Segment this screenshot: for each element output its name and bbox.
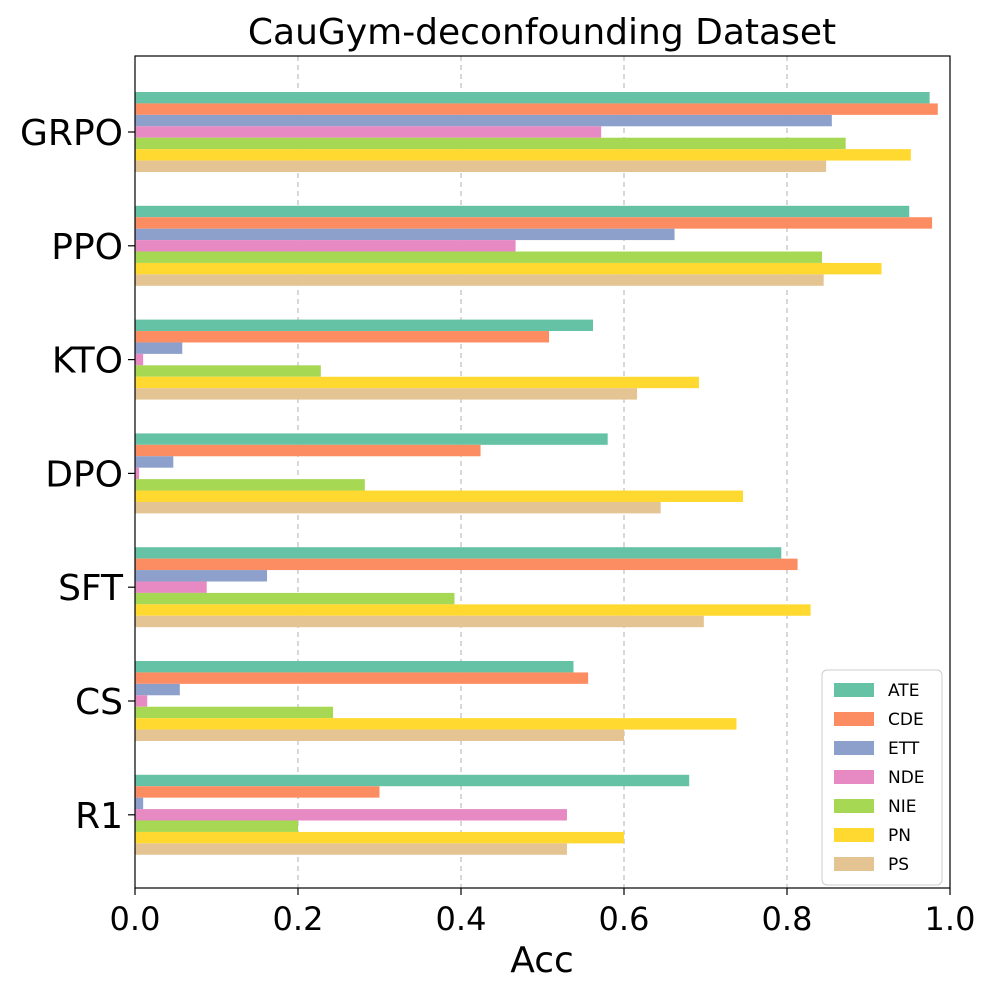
x-axis-label: Acc: [510, 940, 574, 981]
bar-dpo-ett: [135, 456, 174, 468]
bar-dpo-pn: [135, 490, 743, 502]
bar-kto-ate: [135, 319, 594, 332]
legend-swatch-cde: [834, 712, 874, 726]
legend-swatch-ett: [834, 741, 874, 755]
legend-swatch-nie: [834, 799, 874, 813]
legend-label: PS: [888, 855, 909, 875]
bar-kto-ps: [135, 388, 638, 400]
bar-cs-nie: [135, 706, 334, 719]
category-label: KTO: [52, 341, 123, 382]
x-tick-label: 0.0: [110, 900, 161, 938]
gridlines: [297, 56, 788, 888]
bar-r1-pn: [135, 831, 624, 844]
bar-sft-cde: [135, 558, 798, 571]
bar-cs-pn: [135, 718, 737, 730]
legend-swatch-ps: [834, 857, 874, 871]
legend-swatch-pn: [834, 828, 874, 842]
bar-dpo-nde: [135, 467, 140, 480]
bar-ppo-nde: [135, 240, 516, 252]
category-label: CS: [75, 682, 123, 723]
bar-grpo-ps: [135, 160, 827, 173]
category-label: PPO: [51, 227, 123, 268]
legend-swatch-ate: [834, 683, 874, 697]
bar-r1-nde: [135, 809, 567, 821]
bar-kto-nde: [135, 353, 144, 366]
x-tick-label: 0.6: [599, 900, 650, 938]
bar-cs-ps: [135, 729, 624, 742]
legend-label: ATE: [888, 681, 919, 701]
bar-sft-nde: [135, 581, 207, 593]
bar-sft-pn: [135, 604, 811, 616]
bar-dpo-nie: [135, 479, 365, 491]
bar-grpo-cde: [135, 103, 938, 115]
bar-r1-cde: [135, 786, 380, 798]
bar-grpo-ett: [135, 114, 832, 127]
bar-sft-nie: [135, 592, 455, 605]
bar-cs-nde: [135, 695, 148, 707]
bar-ppo-pn: [135, 262, 882, 275]
bar-kto-ett: [135, 342, 183, 354]
legend-label: CDE: [888, 710, 924, 730]
x-tick-label: 0.8: [762, 900, 813, 938]
bar-ppo-cde: [135, 217, 933, 229]
plot-frame: [134, 55, 951, 889]
bar-ppo-ps: [135, 274, 824, 286]
bar-cs-ett: [135, 683, 180, 696]
bar-grpo-ate: [135, 91, 930, 104]
category-label: GRPO: [20, 113, 123, 154]
bar-r1-ps: [135, 843, 567, 855]
legend-swatch-nde: [834, 770, 874, 784]
x-tick-label: 0.4: [436, 900, 487, 938]
bar-sft-ett: [135, 570, 268, 582]
bars: [135, 91, 938, 855]
bar-cs-cde: [135, 672, 589, 684]
category-label: R1: [75, 796, 123, 837]
bar-sft-ps: [135, 615, 704, 628]
legend-label: NIE: [888, 797, 916, 817]
x-tick-label: 0.2: [273, 900, 324, 938]
bar-kto-pn: [135, 376, 699, 389]
bar-ppo-nie: [135, 251, 823, 263]
bar-sft-ate: [135, 547, 782, 559]
category-labels: GRPO PPO KTO DPO SFT CS R1: [20, 113, 124, 837]
bar-kto-nie: [135, 365, 321, 377]
chart-title: CauGym-deconfounding Dataset: [248, 12, 836, 53]
legend: ATE CDE ETT NDE NIE PN PS: [821, 669, 943, 886]
axis-ticks: 0.0 0.2 0.4 0.6 0.8 1.0: [110, 131, 976, 938]
bar-grpo-nie: [135, 137, 846, 150]
bar-dpo-cde: [135, 444, 481, 457]
bar-ppo-ate: [135, 205, 910, 218]
bar-kto-cde: [135, 331, 550, 343]
x-tick-label: 1.0: [925, 900, 976, 938]
bar-cs-ate: [135, 660, 574, 673]
bar-dpo-ps: [135, 501, 661, 514]
legend-label: ETT: [888, 739, 920, 759]
bar-grpo-nde: [135, 126, 602, 138]
bar-r1-nie: [135, 820, 298, 832]
category-label: DPO: [45, 454, 123, 495]
legend-label: NDE: [888, 768, 925, 788]
category-label: SFT: [58, 568, 124, 609]
bar-dpo-ate: [135, 433, 608, 445]
bar-r1-ate: [135, 774, 690, 787]
bar-r1-ett: [135, 797, 144, 810]
bar-ppo-ett: [135, 228, 675, 241]
legend-label: PN: [888, 826, 911, 846]
bar-grpo-pn: [135, 149, 911, 161]
